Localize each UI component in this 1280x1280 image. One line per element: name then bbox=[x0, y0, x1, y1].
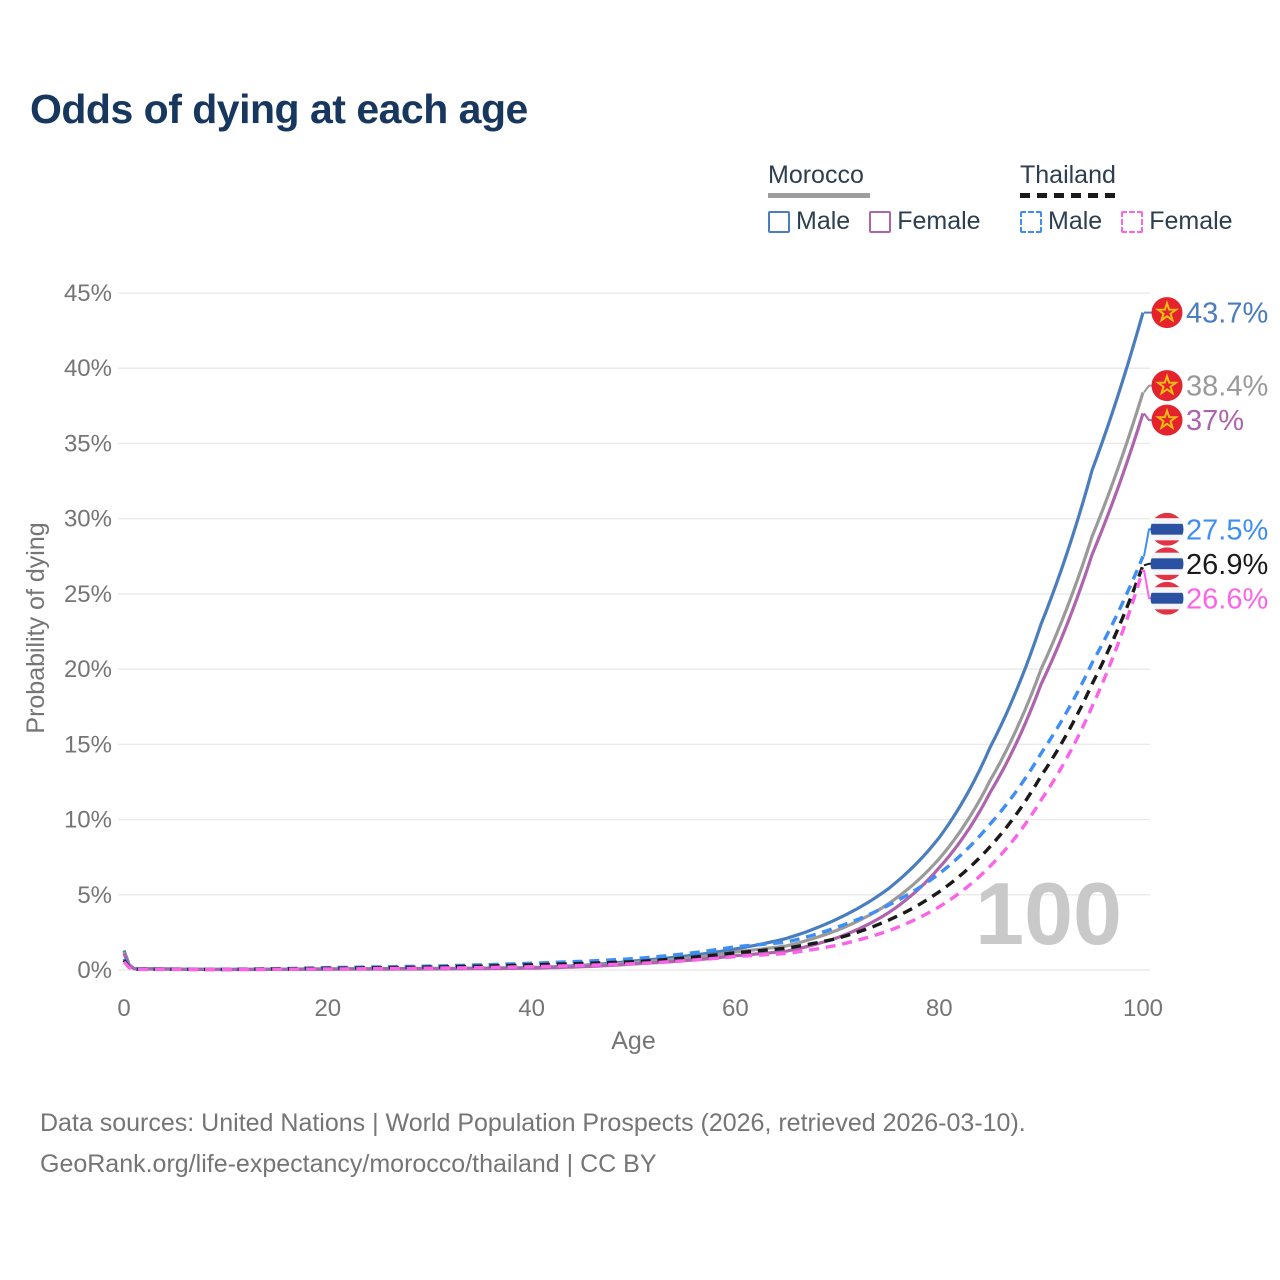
series-line-thailand-female bbox=[122, 569, 1145, 972]
flag-stripe bbox=[1150, 574, 1184, 581]
legend-item-label: Female bbox=[897, 207, 981, 235]
legend-items-thailand: Male Female bbox=[1020, 207, 1233, 236]
page-title: Odds of dying at each age bbox=[30, 86, 528, 132]
label-leader-line bbox=[1143, 528, 1152, 557]
label-leader-line bbox=[1143, 384, 1152, 393]
footer: Data sources: United Nations | World Pop… bbox=[40, 1103, 1026, 1185]
y-tick-label: 45% bbox=[64, 280, 112, 307]
flag-stripe bbox=[1150, 603, 1184, 610]
pentagram-star-icon bbox=[1155, 373, 1179, 396]
end-value-label: 37% bbox=[1186, 405, 1244, 437]
legend-items-morocco: Male Female bbox=[768, 207, 981, 236]
morocco-flag-icon bbox=[1151, 297, 1183, 329]
y-tick-label: 5% bbox=[77, 882, 112, 909]
flag-stripe bbox=[1150, 552, 1184, 559]
morocco-flag-icon bbox=[1151, 370, 1183, 402]
flag-background bbox=[1151, 297, 1183, 329]
flag-background bbox=[1151, 370, 1183, 402]
pentagram-star-icon bbox=[1155, 300, 1179, 323]
footer-source-line: Data sources: United Nations | World Pop… bbox=[40, 1109, 1026, 1137]
thailand-line-style-swatch bbox=[1020, 193, 1119, 198]
morocco-male-swatch-icon bbox=[768, 210, 790, 233]
flag-stripe bbox=[1150, 592, 1184, 604]
x-tick-label: 0 bbox=[117, 995, 130, 1022]
legend-item-label: Female bbox=[1149, 207, 1233, 235]
legend-item-thailand-female: Female bbox=[1121, 207, 1233, 236]
legend-item-thailand-male: Male bbox=[1020, 207, 1102, 236]
x-tick-label: 40 bbox=[518, 995, 545, 1022]
flag-stripe bbox=[1150, 558, 1184, 570]
flag-stripe bbox=[1150, 587, 1184, 593]
end-value-label: 38.4% bbox=[1186, 371, 1268, 403]
flag-stripe bbox=[1150, 534, 1184, 541]
y-tick-label: 0% bbox=[77, 957, 112, 984]
flag-stripe bbox=[1150, 547, 1184, 553]
flag-background bbox=[1151, 404, 1183, 436]
thailand-flag-icon bbox=[1150, 547, 1184, 581]
legend-item-morocco-female: Female bbox=[869, 207, 981, 236]
thailand-female-swatch-icon bbox=[1121, 210, 1144, 233]
flag-stripe bbox=[1150, 581, 1184, 588]
flag-stripe bbox=[1150, 540, 1184, 546]
x-axis-title: Age bbox=[611, 1027, 655, 1055]
flag-stripe bbox=[1150, 518, 1184, 524]
flag-stripe bbox=[1150, 523, 1184, 535]
x-tick-label: 80 bbox=[926, 995, 953, 1022]
end-value-label: 27.5% bbox=[1186, 514, 1268, 546]
x-tick-label: 100 bbox=[1123, 995, 1163, 1022]
x-tick-label: 20 bbox=[314, 995, 341, 1022]
flag-stripe bbox=[1150, 569, 1184, 575]
thailand-flag-icon bbox=[1150, 512, 1184, 546]
legend-item-morocco-male: Male bbox=[768, 207, 850, 236]
thailand-flag-icon bbox=[1150, 581, 1184, 615]
thailand-male-swatch-icon bbox=[1020, 210, 1042, 233]
pentagram-star-icon bbox=[1155, 407, 1179, 431]
morocco-flag-icon bbox=[1151, 404, 1183, 436]
end-value-label: 26.6% bbox=[1186, 583, 1268, 615]
y-tick-label: 35% bbox=[64, 430, 112, 457]
label-leader-line bbox=[1143, 412, 1152, 422]
legend-country-label-morocco: Morocco bbox=[768, 161, 864, 189]
age-watermark: 100 bbox=[975, 864, 1122, 963]
y-tick-label: 10% bbox=[64, 807, 112, 834]
footer-url-line: GeoRank.org/life-expectancy/morocco/thai… bbox=[40, 1150, 657, 1178]
end-value-label: 26.9% bbox=[1186, 549, 1268, 581]
x-tick-label: 60 bbox=[722, 995, 749, 1022]
end-value-label: 43.7% bbox=[1186, 298, 1268, 330]
legend-country-label-thailand: Thailand bbox=[1020, 161, 1116, 189]
y-tick-label: 25% bbox=[64, 581, 112, 608]
flag-stripe bbox=[1150, 609, 1184, 615]
legend-item-label: Male bbox=[796, 207, 851, 235]
y-tick-label: 40% bbox=[64, 355, 112, 382]
legend-item-label: Male bbox=[1048, 207, 1103, 235]
y-tick-label: 30% bbox=[64, 506, 112, 533]
legend-group-thailand: Thailand Male Female bbox=[1020, 161, 1233, 236]
y-axis-title: Probability of dying bbox=[22, 522, 50, 733]
morocco-female-swatch-icon bbox=[869, 210, 892, 233]
morocco-line-style-swatch bbox=[768, 193, 870, 198]
y-tick-label: 20% bbox=[64, 656, 112, 683]
flag-stripe bbox=[1150, 512, 1184, 519]
legend-group-morocco: Morocco Male Female bbox=[768, 161, 981, 236]
y-tick-label: 15% bbox=[64, 731, 112, 758]
